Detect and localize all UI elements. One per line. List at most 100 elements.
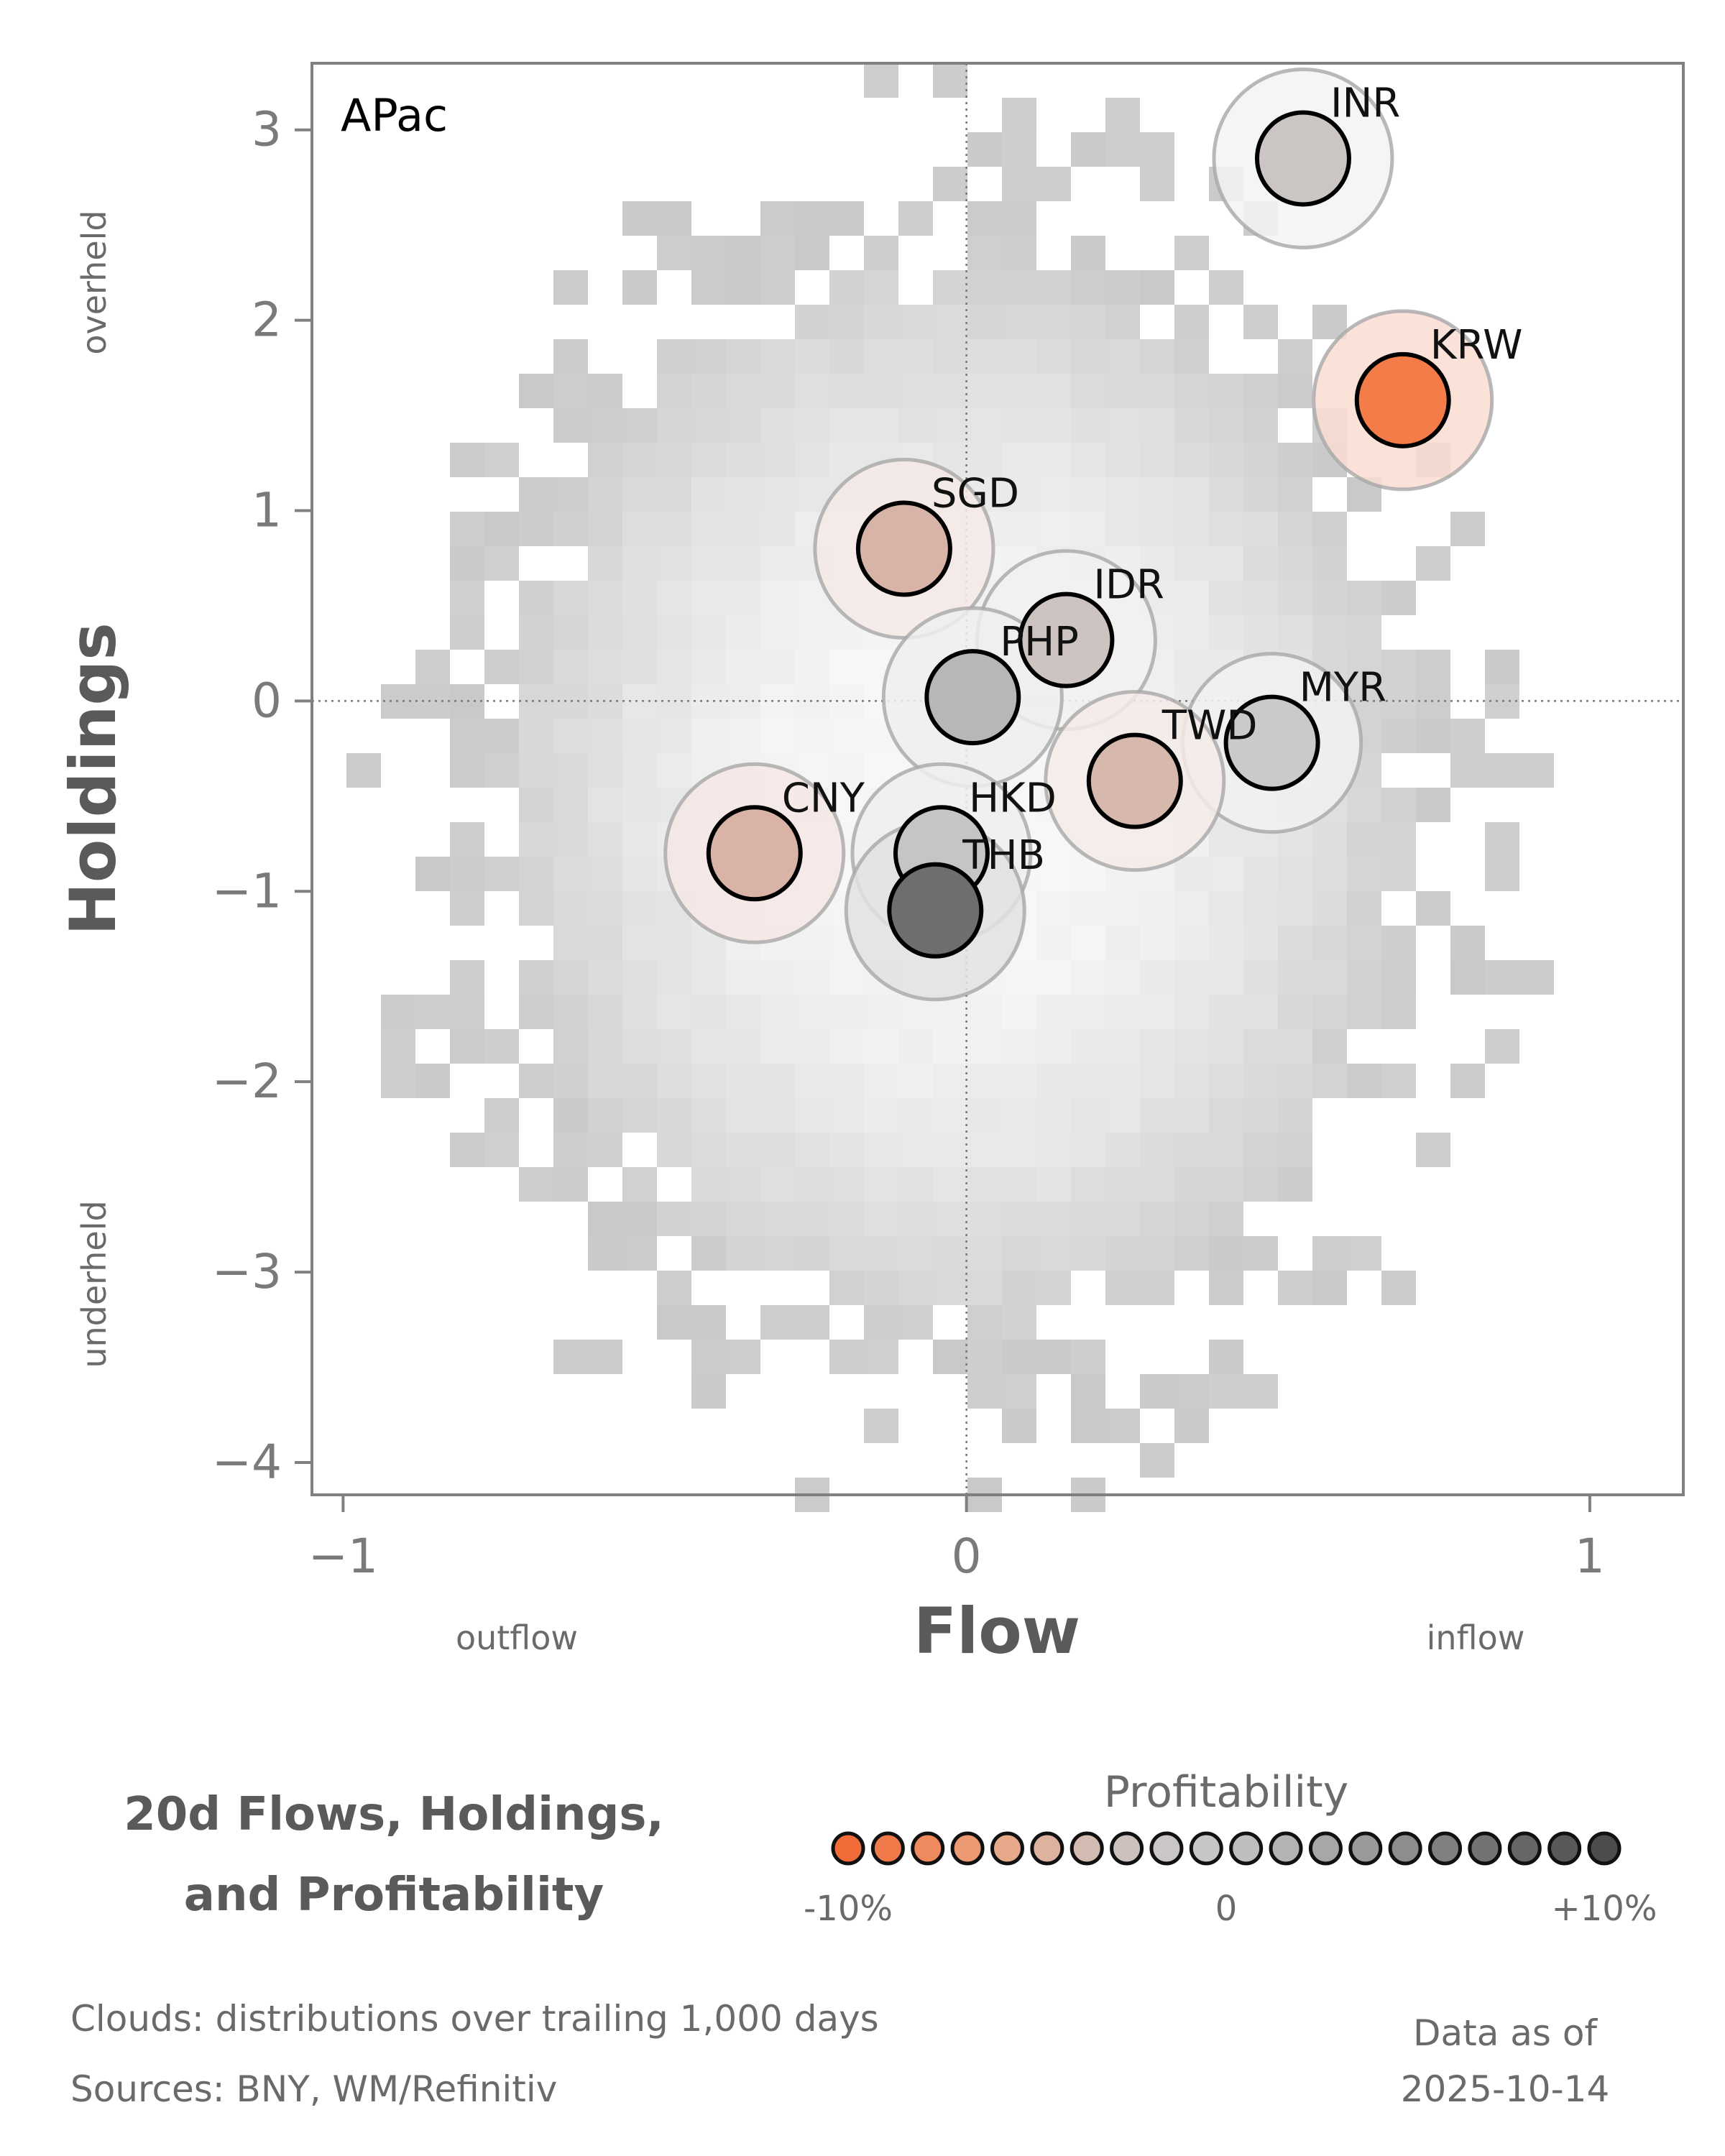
cloud-cell bbox=[1071, 236, 1105, 270]
cloud-cell bbox=[1381, 857, 1416, 891]
cloud-cell bbox=[829, 408, 864, 443]
cloud-cell bbox=[1071, 512, 1105, 546]
cloud-cell bbox=[760, 1236, 795, 1271]
cloud-cell bbox=[795, 1029, 829, 1064]
cloud-cell bbox=[726, 995, 760, 1029]
point-labels-layer: INR KRW SGD IDR PHP MYR TWD CNY HKD THB bbox=[782, 80, 1523, 878]
y-tick-label: 3 bbox=[252, 102, 282, 157]
cloud-cell bbox=[657, 581, 691, 615]
cloud-cell bbox=[1140, 926, 1174, 960]
cloud-cell bbox=[1174, 1202, 1209, 1236]
cloud-cell bbox=[1140, 1236, 1174, 1271]
legend-dot bbox=[1070, 1831, 1104, 1866]
cloud-cell bbox=[1209, 1064, 1243, 1098]
cloud-cell bbox=[622, 408, 657, 443]
cloud-cell bbox=[1174, 477, 1209, 512]
legend-dot bbox=[911, 1831, 945, 1866]
cloud-cell bbox=[933, 270, 967, 305]
cloud-cell bbox=[1381, 650, 1416, 684]
cloud-cell bbox=[1174, 236, 1209, 270]
cloud-cell bbox=[726, 408, 760, 443]
cloud-cell bbox=[553, 512, 588, 546]
cloud-cell bbox=[1519, 960, 1554, 995]
cloud-cell bbox=[760, 650, 795, 684]
cloud-cell bbox=[898, 1098, 933, 1133]
cloud-cell bbox=[1347, 650, 1381, 684]
cloud-cell bbox=[1312, 581, 1347, 615]
cloud-cell bbox=[1002, 374, 1036, 408]
cloud-cell bbox=[1140, 1202, 1174, 1236]
cloud-cell bbox=[1105, 132, 1140, 167]
y-tick-label: 2 bbox=[252, 292, 282, 348]
cloud-cell bbox=[588, 926, 622, 960]
cloud-cell bbox=[657, 995, 691, 1029]
cloud-cell bbox=[484, 546, 519, 581]
cloud-cell bbox=[691, 270, 726, 305]
cloud-cell bbox=[1450, 753, 1485, 788]
cloud-cell bbox=[553, 1029, 588, 1064]
cloud-cell bbox=[1036, 1340, 1071, 1374]
y-tick-label: −2 bbox=[212, 1054, 282, 1109]
cloud-cell bbox=[967, 270, 1002, 305]
cloud-cell bbox=[1002, 443, 1036, 477]
cloud-cell bbox=[898, 1305, 933, 1340]
cloud-cell bbox=[1036, 995, 1071, 1029]
cloud-cell bbox=[1140, 408, 1174, 443]
cloud-cell bbox=[1105, 512, 1140, 546]
as-of-date: 2025-10-14 bbox=[1401, 2068, 1610, 2110]
cloud-cell bbox=[760, 236, 795, 270]
cloud-cell bbox=[484, 753, 519, 788]
cloud-cell bbox=[553, 788, 588, 822]
cloud-cell bbox=[1174, 1409, 1209, 1443]
cloud-cell bbox=[1036, 305, 1071, 339]
cloud-cell bbox=[1416, 719, 1450, 753]
cloud-cell bbox=[622, 477, 657, 512]
cloud-cell bbox=[898, 339, 933, 374]
cloud-cell bbox=[1243, 1167, 1278, 1202]
cloud-cell bbox=[967, 1236, 1002, 1271]
cloud-cell bbox=[1071, 270, 1105, 305]
cloud-cell bbox=[622, 1064, 657, 1098]
cloud-cell bbox=[1278, 857, 1312, 891]
cloud-cell bbox=[1416, 788, 1450, 822]
cloud-cell bbox=[967, 408, 1002, 443]
cloud-cell bbox=[553, 408, 588, 443]
cloud-cell bbox=[691, 1202, 726, 1236]
cloud-cell bbox=[657, 408, 691, 443]
cloud-cell bbox=[864, 1236, 898, 1271]
cloud-cell bbox=[1347, 891, 1381, 926]
cloud-cell bbox=[760, 201, 795, 236]
cloud-cell bbox=[622, 891, 657, 926]
cloud-cell bbox=[1174, 615, 1209, 650]
cloud-cell bbox=[1105, 374, 1140, 408]
cloud-cell bbox=[588, 1236, 622, 1271]
cloud-cell bbox=[1381, 1271, 1416, 1305]
cloud-cell bbox=[933, 63, 967, 98]
cloud-cell bbox=[760, 1133, 795, 1167]
as-of-label: Data as of bbox=[1413, 2012, 1598, 2054]
cloud-cell bbox=[760, 443, 795, 477]
cloud-cell bbox=[795, 339, 829, 374]
cloud-cell bbox=[795, 374, 829, 408]
cloud-cell bbox=[622, 1236, 657, 1271]
cloud-cell bbox=[588, 443, 622, 477]
cloud-cell bbox=[726, 1167, 760, 1202]
cloud-cell bbox=[657, 1271, 691, 1305]
cloud-cell bbox=[622, 512, 657, 546]
cloud-cell bbox=[1209, 408, 1243, 443]
cloud-cell bbox=[657, 512, 691, 546]
cloud-cell bbox=[622, 1167, 657, 1202]
point-cny bbox=[706, 805, 803, 902]
cloud-cell bbox=[1243, 891, 1278, 926]
cloud-cell bbox=[1416, 546, 1450, 581]
cloud-cell bbox=[1002, 1167, 1036, 1202]
cloud-cell bbox=[1209, 1340, 1243, 1374]
cloud-cell bbox=[760, 1098, 795, 1133]
cloud-cell bbox=[1312, 1271, 1347, 1305]
cloud-cell bbox=[795, 1236, 829, 1271]
cloud-cell bbox=[829, 960, 864, 995]
cloud-cell bbox=[1278, 1271, 1312, 1305]
cloud-cell bbox=[415, 650, 450, 684]
cloud-cell bbox=[553, 1167, 588, 1202]
cloud-cell bbox=[795, 995, 829, 1029]
